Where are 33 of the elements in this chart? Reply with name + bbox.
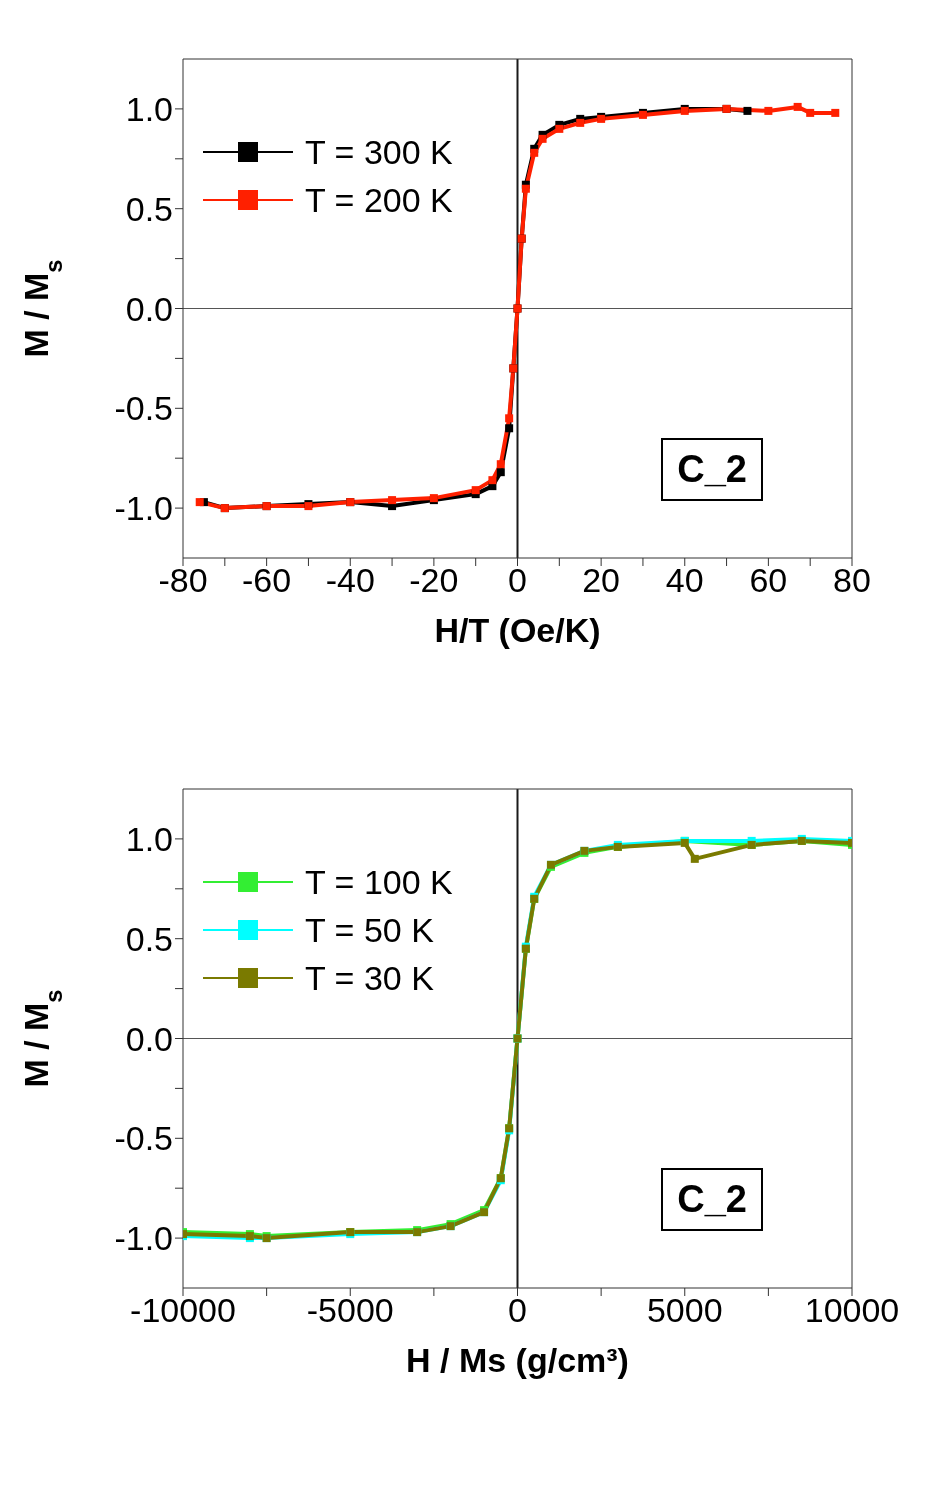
x-tick-label: 0: [508, 1291, 527, 1330]
annotation: C_2: [661, 1168, 763, 1231]
x-tick-label: -60: [242, 561, 292, 600]
x-tick-label: -20: [409, 561, 459, 600]
y-tick-label: 1.0: [125, 819, 173, 858]
legend-label: T = 200 K: [305, 180, 453, 220]
annotation: C_2: [661, 438, 763, 501]
legend-label: T = 30 K: [305, 958, 434, 998]
x-tick-label: -10000: [130, 1291, 236, 1330]
x-tick-label: 60: [749, 561, 788, 600]
x-tick-label: -40: [325, 561, 375, 600]
y-tick-label: -0.5: [114, 1119, 173, 1158]
y-tick-label: -0.5: [114, 389, 173, 428]
legend-label: T = 50 K: [305, 910, 434, 950]
y-tick-label: 0.0: [125, 1019, 173, 1058]
legend-label: T = 300 K: [305, 132, 453, 172]
x-tick-label: 80: [833, 561, 871, 600]
x-tick-label: 5000: [646, 1291, 723, 1330]
x-axis-title: H / Ms (g/cm³): [406, 1341, 629, 1380]
x-tick-label: 10000: [804, 1291, 900, 1330]
x-tick-label: 40: [665, 561, 704, 600]
y-tick-label: 0.5: [125, 919, 173, 958]
y-tick-label: -1.0: [114, 1219, 173, 1258]
x-tick-label: 0: [508, 561, 527, 600]
y-tick-label: 0.0: [125, 289, 173, 328]
x-axis-title: H/T (Oe/K): [434, 611, 601, 650]
y-tick-label: 0.5: [125, 189, 173, 228]
x-tick-label: -80: [158, 561, 208, 600]
legend-label: T = 100 K: [305, 862, 453, 902]
x-tick-label: -5000: [306, 1291, 394, 1330]
y-tick-label: 1.0: [125, 89, 173, 128]
x-tick-label: 20: [582, 561, 621, 600]
y-tick-label: -1.0: [114, 489, 173, 528]
